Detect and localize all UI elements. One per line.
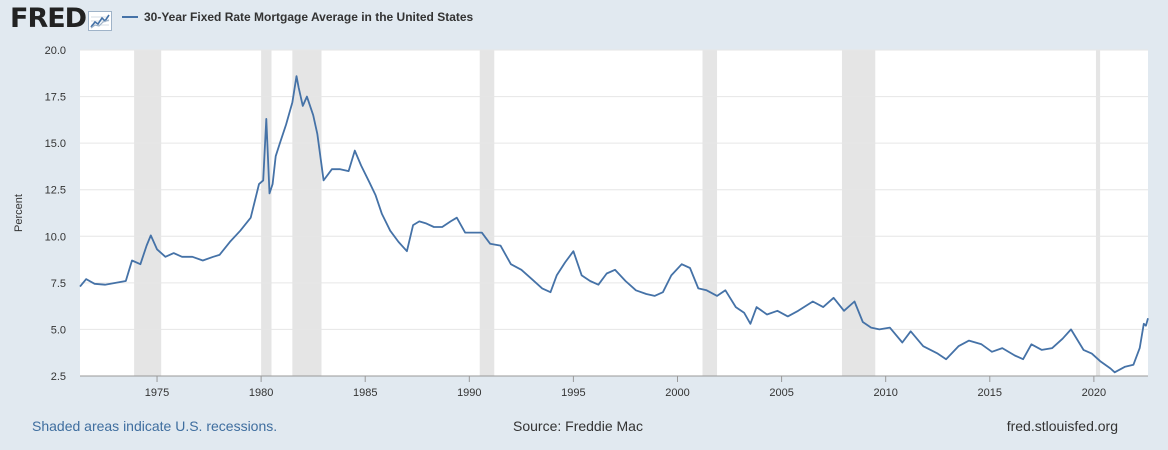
y-tick-label: 5.0 xyxy=(51,324,66,336)
y-tick-label: 10.0 xyxy=(45,231,66,243)
recession-band xyxy=(841,50,876,376)
line-chart: 2.5 5.0 7.5 10.0 12.5 15.0 17.5 20.0 1975 1980 198… xyxy=(13,45,1149,399)
x-tick-label: 2010 xyxy=(873,387,897,399)
recession-band xyxy=(292,50,322,376)
x-tick-label: 1975 xyxy=(145,387,169,399)
chart-legend: 30-Year Fixed Rate Mortgage Average in t… xyxy=(122,10,473,24)
recession-band xyxy=(479,50,495,376)
y-tick-label: 15.0 xyxy=(45,138,66,150)
y-tick-label: 12.5 xyxy=(45,185,66,197)
y-tick-label: 7.5 xyxy=(51,278,66,290)
recession-band xyxy=(261,50,272,376)
legend-swatch xyxy=(122,16,138,18)
recession-band xyxy=(702,50,718,376)
site-link[interactable]: fred.stlouisfed.org xyxy=(1006,418,1118,434)
x-tick-label: 2015 xyxy=(978,387,1002,399)
y-tick-label: 2.5 xyxy=(51,371,66,383)
recession-band xyxy=(1095,50,1101,376)
legend-series-label: 30-Year Fixed Rate Mortgage Average in t… xyxy=(144,10,474,24)
plot-area xyxy=(80,50,1148,376)
x-tick-label: 2005 xyxy=(769,387,793,399)
x-tick-label: 2020 xyxy=(1082,387,1106,399)
recession-band xyxy=(134,50,162,376)
series-line xyxy=(79,75,1149,374)
y-axis-label: Percent xyxy=(13,194,25,232)
fred-logo[interactable]: FRED xyxy=(10,3,113,34)
recession-note: Shaded areas indicate U.S. recessions. xyxy=(32,418,278,434)
x-tick-label: 1995 xyxy=(561,387,585,399)
x-tick-label: 1985 xyxy=(353,387,377,399)
y-tick-label: 20.0 xyxy=(45,45,66,57)
fred-graph-icon xyxy=(88,10,113,31)
source-note: Source: Freddie Mac xyxy=(513,418,643,434)
logo-text: FRED xyxy=(10,3,87,34)
x-tick-label: 1980 xyxy=(249,387,273,399)
y-tick-label: 17.5 xyxy=(45,92,66,104)
x-tick-label: 1990 xyxy=(457,387,481,399)
x-tick-label: 2000 xyxy=(665,387,689,399)
